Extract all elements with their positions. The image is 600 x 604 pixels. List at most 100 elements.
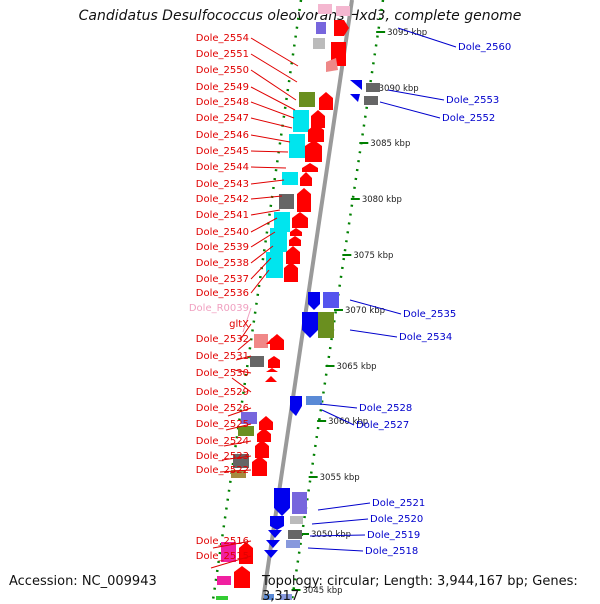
leader-line (250, 101, 295, 119)
features (216, 4, 380, 600)
feature-block (280, 594, 292, 600)
right-gene-label[interactable]: Dole_2535 (403, 309, 456, 320)
left-gene-label[interactable]: Dole_2536 (196, 288, 249, 299)
left-gene-label[interactable]: Dole_2526 (196, 403, 249, 414)
feature-block (290, 516, 303, 524)
right-gene-label[interactable]: Dole_2528 (359, 403, 412, 414)
right-gene-label[interactable]: Dole_2553 (446, 95, 499, 106)
left-gene-label[interactable]: gltX (229, 319, 249, 330)
gene-arrow (266, 368, 278, 372)
gene-arrow-reverse (308, 292, 320, 310)
gene-arrow (292, 212, 308, 228)
leader-line (250, 53, 298, 83)
feature-block (288, 530, 302, 539)
gene-arrow (319, 92, 333, 110)
leader-line (250, 217, 278, 233)
left-gene-label[interactable]: Dole_2522 (196, 465, 249, 476)
leader-line (309, 534, 366, 537)
leader-line (387, 89, 445, 101)
outer-track-right (290, 0, 385, 600)
leader-line (250, 269, 270, 294)
gene-arrow-reverse (274, 488, 290, 516)
left-gene-label[interactable]: Dole_2532 (196, 334, 249, 345)
feature-block (274, 212, 290, 232)
left-gene-label[interactable]: Dole_2525 (196, 419, 249, 430)
leader-line (250, 245, 274, 264)
left-gene-label[interactable]: Dole_2545 (196, 146, 249, 157)
gene-arrow (255, 440, 269, 458)
left-gene-label[interactable]: Dole_2530 (196, 368, 249, 379)
right-gene-label[interactable]: Dole_2534 (399, 332, 452, 343)
scale-label: 3055 kbp (320, 473, 360, 483)
left-label-leaders: Dole_2554 Dole_2551 Dole_2550 Dole_2549 Dole… (189, 33, 299, 569)
feature-block (364, 96, 378, 105)
leader-line (250, 117, 293, 129)
left-gene-label[interactable]: Dole_2531 (196, 351, 249, 362)
gene-arrow (234, 566, 250, 588)
left-gene-label[interactable]: Dole_2524 (196, 436, 249, 447)
left-gene-label[interactable]: Dole_2538 (196, 258, 249, 269)
left-gene-label[interactable]: Dole_2554 (196, 33, 249, 44)
right-gene-label[interactable]: Dole_2520 (370, 514, 423, 525)
left-gene-label[interactable]: Dole_2523 (196, 451, 249, 462)
gene-arrow (284, 262, 298, 282)
gene-arrow-reverse (350, 80, 362, 90)
feature-block (318, 4, 332, 14)
gene-arrow (289, 236, 301, 246)
right-gene-label[interactable]: Dole_2519 (367, 530, 420, 541)
feature-block (231, 470, 246, 478)
right-gene-label[interactable]: Dole_2560 (458, 42, 511, 53)
leader-line (250, 69, 297, 101)
left-gene-label[interactable]: Dole_2548 (196, 97, 249, 108)
scale-label: 3075 kbp (353, 251, 393, 261)
feature-block (216, 596, 228, 600)
feature-block (316, 22, 326, 34)
left-gene-label[interactable]: Dole_2551 (196, 49, 249, 60)
leader-line (250, 150, 289, 153)
scale-label: 3080 kbp (362, 195, 402, 205)
left-gene-label[interactable]: Dole_2544 (196, 162, 249, 173)
feature-block (241, 412, 257, 424)
gene-arrow (308, 124, 324, 142)
left-gene-label[interactable]: Dole_2549 (196, 82, 249, 93)
feature-block (264, 594, 274, 600)
left-gene-label[interactable]: Dole_2516 (196, 536, 249, 547)
gene-arrow (265, 376, 277, 382)
left-gene-label[interactable]: Dole_2550 (196, 65, 249, 76)
leader-line (250, 166, 287, 169)
left-gene-label[interactable]: Dole_2547 (196, 113, 249, 124)
leader-line (250, 134, 291, 143)
leader-line (239, 323, 252, 341)
gene-arrow-reverse (270, 516, 284, 530)
feature-block (282, 172, 298, 185)
leader-line (349, 299, 402, 315)
left-gene-label[interactable]: Dole_2540 (196, 227, 249, 238)
leader-line (379, 101, 441, 119)
gene-arrow (297, 188, 311, 212)
feature-block (293, 110, 309, 132)
gene-arrow (302, 163, 318, 172)
gene-arrow (300, 172, 312, 186)
right-gene-label[interactable]: Dole_2521 (372, 498, 425, 509)
left-gene-label[interactable]: Dole_2537 (196, 274, 249, 285)
leader-line (225, 423, 252, 431)
left-gene-label[interactable]: Dole_2515 (196, 551, 249, 562)
left-gene-label[interactable]: Dole_2542 (196, 194, 249, 205)
gene-arrow-reverse (268, 530, 282, 538)
left-gene-label[interactable]: Dole_2541 (196, 210, 249, 221)
left-gene-label[interactable]: Dole_2539 (196, 242, 249, 253)
leader-line (250, 257, 272, 280)
right-gene-label[interactable]: Dole_2552 (442, 113, 495, 124)
right-gene-label[interactable]: Dole_2518 (365, 546, 418, 557)
left-gene-label[interactable]: Dole_2529 (196, 387, 249, 398)
gene-arrow (252, 456, 267, 476)
left-gene-label[interactable]: Dole_R0039 (189, 303, 249, 314)
scale-label: 3070 kbp (345, 306, 385, 316)
right-gene-label[interactable]: Dole_2527 (356, 420, 409, 431)
leader-line (250, 37, 299, 67)
left-gene-label[interactable]: Dole_2543 (196, 179, 249, 190)
left-gene-label[interactable]: Dole_2546 (196, 130, 249, 141)
leader-line (235, 355, 252, 361)
map-title: Candidatus Desulfococcus oleovorans Hxd3… (78, 8, 522, 24)
gene-arrow (311, 110, 325, 128)
